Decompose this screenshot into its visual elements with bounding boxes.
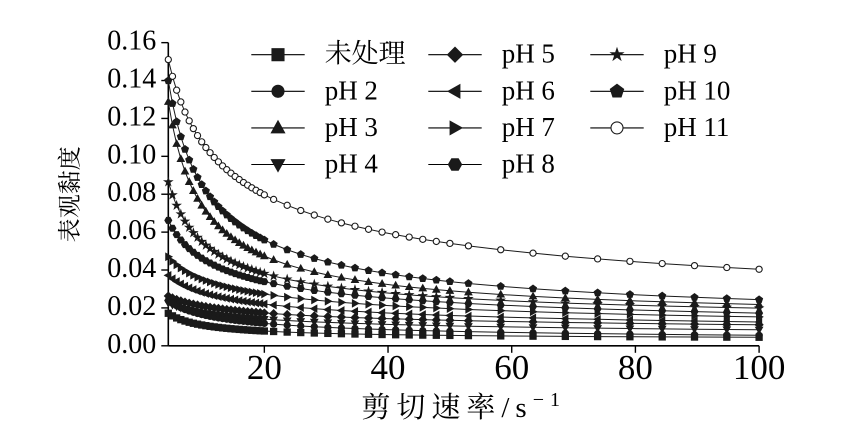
svg-text:pH 10: pH 10: [664, 75, 731, 105]
svg-text:0.00: 0.00: [107, 329, 156, 360]
svg-text:100: 100: [733, 348, 786, 387]
svg-text:0.02: 0.02: [107, 291, 156, 322]
svg-text:80: 80: [618, 348, 653, 387]
svg-text:pH 8: pH 8: [502, 149, 555, 179]
svg-text:0.08: 0.08: [107, 177, 156, 208]
svg-text:pH 6: pH 6: [502, 75, 555, 105]
svg-text:20: 20: [247, 348, 282, 387]
svg-text:40: 40: [371, 348, 406, 387]
svg-text:0.14: 0.14: [107, 64, 156, 95]
svg-text:表观黏度: 表观黏度: [57, 146, 84, 242]
svg-text:pH 5: pH 5: [502, 39, 555, 69]
svg-text:0.10: 0.10: [107, 139, 156, 170]
svg-text:pH 3: pH 3: [325, 112, 378, 142]
svg-text:未处理: 未处理: [325, 39, 406, 69]
svg-text:0.12: 0.12: [107, 101, 156, 132]
svg-text:pH 9: pH 9: [664, 39, 717, 69]
svg-text:0.04: 0.04: [107, 253, 156, 284]
svg-text:60: 60: [494, 348, 529, 387]
svg-text:pH 2: pH 2: [325, 75, 378, 105]
svg-text:0.06: 0.06: [107, 215, 156, 246]
svg-text:pH 4: pH 4: [325, 149, 379, 179]
svg-text:pH 7: pH 7: [502, 112, 555, 142]
svg-text:pH 11: pH 11: [664, 112, 730, 142]
svg-text:0.16: 0.16: [107, 26, 156, 57]
